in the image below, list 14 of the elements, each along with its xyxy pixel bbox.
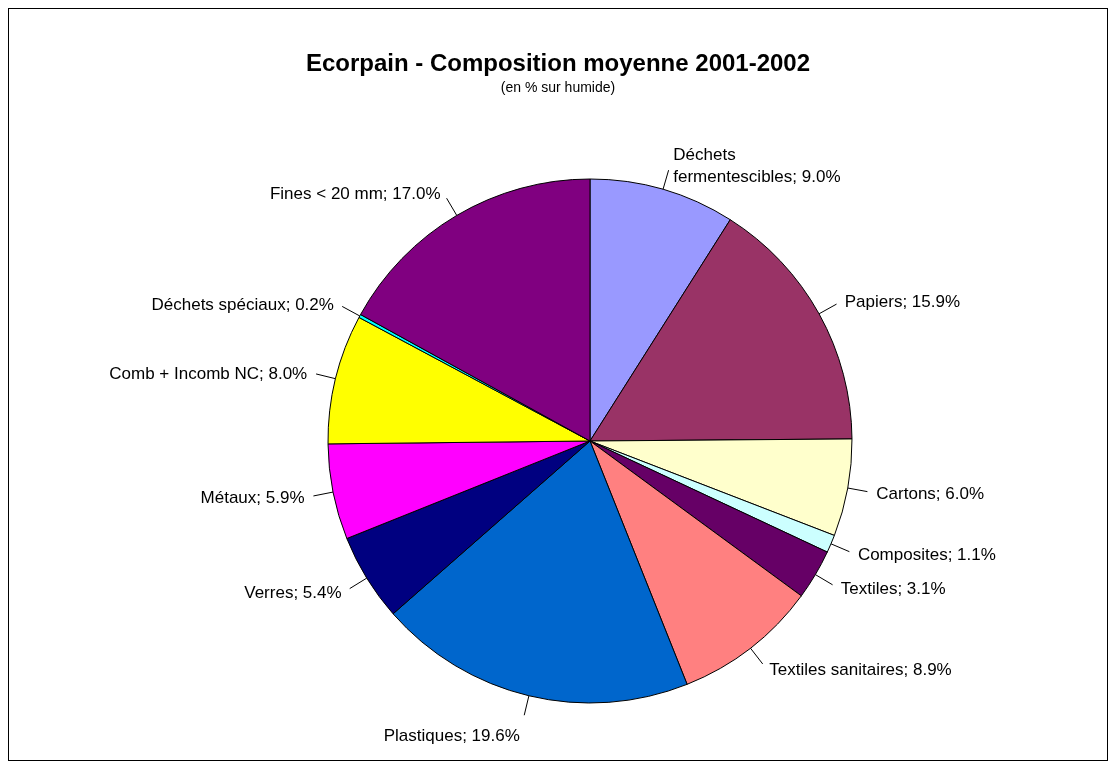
slice-label: Déchets fermentescibles; 9.0% [673,145,841,187]
slice-label: Fines < 20 mm; 17.0% [269,184,441,204]
slice-label: Comb + Incomb NC; 8.0% [109,363,308,383]
chart-subtitle: (en % sur humide) [499,79,617,95]
slice-label: Cartons; 6.0% [876,483,985,503]
slice-label: Composites; 1.1% [857,545,996,565]
slice-label: Métaux; 5.9% [200,488,305,508]
slice-label: Textiles; 3.1% [840,578,946,598]
slice-label: Verres; 5.4% [244,582,342,602]
chart-title: Ecorpain - Composition moyenne 2001-2002 [304,48,812,77]
slice-label: Textiles sanitaires; 8.9% [769,659,952,679]
slice-label: Déchets spéciaux; 0.2% [151,294,334,314]
slice-label: Plastiques; 19.6% [383,726,520,746]
slice-label: Papiers; 15.9% [844,292,961,312]
